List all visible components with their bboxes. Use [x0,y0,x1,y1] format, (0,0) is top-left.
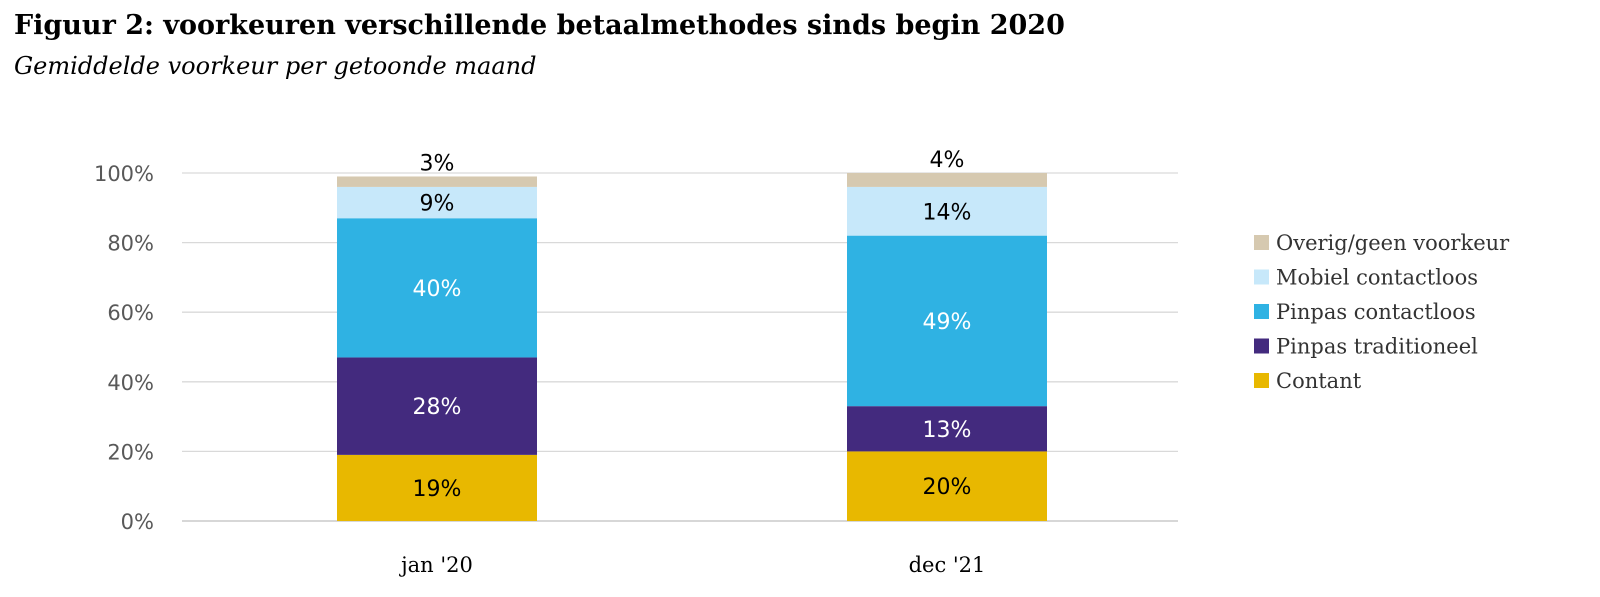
bar-segment [847,173,1047,187]
data-label: 19% [413,477,462,502]
bar-segment [337,357,537,455]
legend-swatch [1254,373,1269,388]
legend-label: Overig/geen voorkeur [1276,231,1510,255]
data-label: 20% [923,475,972,500]
legend: Overig/geen voorkeur Mobiel contactloos Pi… [1254,231,1510,393]
legend-swatch [1254,269,1269,285]
bar-segment [847,406,1047,452]
legend-swatch [1254,338,1269,354]
bar-segment [337,186,537,219]
x-axis-categories: jan '20 dec '21 [398,553,985,577]
legend-label: Contant [1276,369,1362,393]
y-tick-label: 20% [107,440,154,464]
legend-label: Mobiel contactloos [1276,266,1478,290]
y-tick-label: 80% [107,232,154,256]
chart-subtitle: Gemiddelde voorkeur per getoonde maand [14,52,537,80]
bar-segment [847,235,1047,407]
bars: 19% 28% 40% 9% 3% 20% 13% 49% 14% 4% [337,148,1047,521]
bar-segment [337,454,537,521]
x-category-label: jan '20 [398,553,473,577]
data-label: 14% [923,200,972,225]
data-label: 40% [413,277,462,302]
legend-label: Pinpas traditioneel [1276,335,1478,359]
y-axis-ticks: 0% 20% 40% 60% 80% 100% [94,162,154,534]
data-label: 3% [420,151,455,176]
data-label: 9% [420,192,455,217]
bar-segment [847,186,1047,236]
bar-segment [337,218,537,358]
y-tick-label: 40% [107,371,154,395]
y-tick-label: 0% [121,510,154,534]
chart-title: Figuur 2: voorkeuren verschillende betaa… [14,10,1065,41]
legend-swatch [1254,235,1269,250]
legend-label: Pinpas contactloos [1276,300,1476,324]
legend-swatch [1254,304,1269,319]
data-label: 28% [413,395,462,420]
data-label: 4% [930,148,965,173]
data-label: 13% [923,418,972,443]
y-tick-label: 60% [107,301,154,325]
bar-segment [847,451,1047,521]
data-label: 49% [923,310,972,335]
bar-segment [337,176,537,187]
y-tick-label: 100% [94,162,154,186]
x-category-label: dec '21 [909,553,986,577]
